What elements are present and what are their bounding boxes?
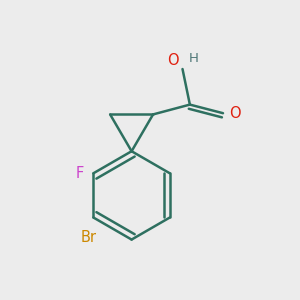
Text: F: F	[75, 166, 83, 181]
Text: H: H	[189, 52, 199, 65]
Text: Br: Br	[80, 230, 96, 245]
Text: O: O	[229, 106, 241, 121]
Text: O: O	[167, 53, 179, 68]
